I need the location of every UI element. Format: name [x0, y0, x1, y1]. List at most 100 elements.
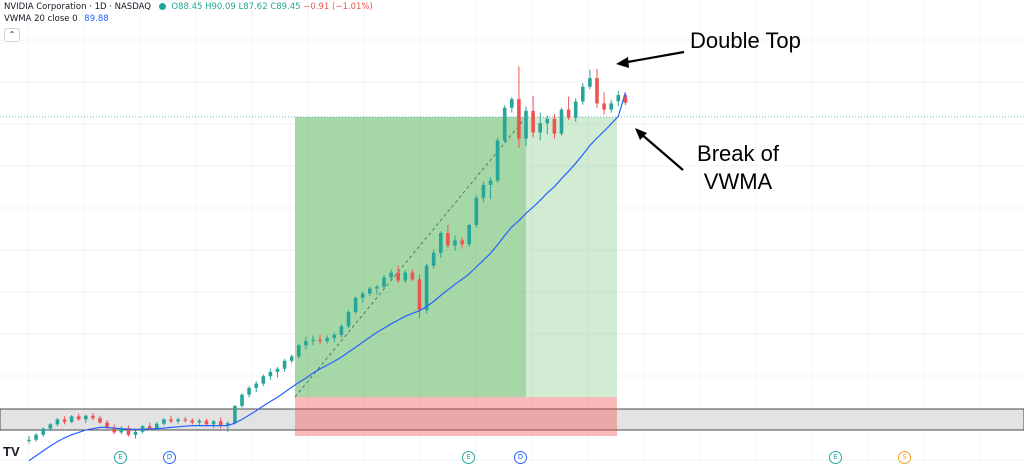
- candle-body: [183, 419, 187, 421]
- dividend-marker[interactable]: D: [163, 451, 176, 464]
- candle-body: [211, 421, 216, 425]
- candle: [588, 69, 592, 90]
- candle: [34, 432, 38, 442]
- candle: [112, 424, 116, 435]
- earnings-marker[interactable]: E: [829, 451, 842, 464]
- candle: [84, 414, 88, 424]
- candle-body: [91, 415, 95, 419]
- collapse-legend-button[interactable]: ⌃: [4, 28, 20, 42]
- candle: [76, 413, 81, 421]
- candle-body: [609, 103, 613, 110]
- candle-body: [439, 233, 443, 253]
- candle: [254, 381, 258, 393]
- low-value: L87.62: [238, 2, 268, 12]
- candle: [573, 98, 578, 122]
- candle: [318, 334, 322, 345]
- candle-body: [602, 103, 606, 110]
- candle: [467, 223, 471, 247]
- candle: [133, 430, 138, 439]
- candle-body: [460, 240, 464, 245]
- candle-body: [275, 368, 280, 372]
- candle-body: [368, 288, 372, 294]
- candle: [233, 405, 237, 425]
- candle: [360, 291, 365, 303]
- candle: [98, 415, 102, 424]
- candle-body: [105, 422, 109, 428]
- candle: [126, 425, 131, 437]
- candle-body: [431, 252, 436, 266]
- candle-body: [112, 427, 116, 433]
- candle: [510, 97, 514, 113]
- tradingview-logo-icon[interactable]: TV: [3, 444, 20, 459]
- earnings-marker[interactable]: E: [114, 451, 127, 464]
- candle-body: [467, 225, 471, 245]
- candle-body: [581, 86, 585, 102]
- candle: [311, 335, 315, 346]
- candle-body: [389, 272, 393, 278]
- trade-dashed-line: [294, 116, 527, 398]
- candle-body: [552, 118, 557, 134]
- earnings-marker[interactable]: E: [462, 451, 475, 464]
- candle: [304, 336, 308, 350]
- candle-body: [566, 109, 571, 118]
- candle-body: [396, 272, 400, 281]
- candle-body: [339, 326, 344, 335]
- candle-body: [233, 405, 237, 424]
- candle: [616, 91, 621, 107]
- candle: [403, 270, 408, 284]
- annotation-break-vwma: Break of VWMA: [668, 140, 808, 196]
- candle: [581, 83, 585, 105]
- candle-body: [176, 419, 180, 422]
- candle: [169, 415, 173, 424]
- candle-body: [424, 265, 429, 311]
- candle: [268, 368, 273, 380]
- candle: [439, 231, 443, 258]
- candle-body: [318, 339, 322, 342]
- candle-body: [403, 272, 408, 281]
- candle: [538, 112, 542, 141]
- candle-body: [218, 421, 223, 426]
- candle-body: [34, 434, 38, 440]
- candle: [190, 418, 195, 425]
- dividend-marker[interactable]: D: [514, 451, 527, 464]
- legend-indicator: VWMA 20 close 0 89.88: [4, 14, 109, 24]
- candle-body: [48, 424, 53, 429]
- candle: [204, 418, 209, 426]
- candle-body: [155, 423, 159, 429]
- annotation-double-top: Double Top: [690, 28, 801, 53]
- vwma-line: [28, 92, 626, 462]
- candle: [552, 113, 557, 139]
- candle: [495, 137, 500, 183]
- candle-body: [55, 419, 60, 425]
- candle: [517, 66, 521, 148]
- candle: [282, 358, 287, 372]
- candle-body: [588, 78, 592, 87]
- symbol-title[interactable]: NVIDIA Corporation · 1D · NASDAQ: [4, 2, 151, 12]
- candle-body: [531, 110, 535, 133]
- candle-body: [268, 371, 273, 377]
- annotation-break-line1: Break of: [697, 141, 779, 166]
- candle: [424, 263, 429, 314]
- candle-body: [41, 428, 45, 435]
- candle: [460, 237, 464, 249]
- candle-body: [126, 428, 131, 435]
- arrow-double-top: [616, 50, 685, 68]
- candle: [488, 177, 493, 200]
- candle-body: [346, 312, 351, 327]
- candle-body: [62, 419, 67, 422]
- candle-body: [311, 339, 315, 342]
- candle: [247, 386, 251, 398]
- candle: [481, 181, 486, 203]
- candle: [375, 284, 379, 295]
- candle-body: [147, 426, 152, 429]
- annotation-break-line2: VWMA: [703, 169, 773, 194]
- candle-body: [481, 184, 486, 198]
- loss-zone: [295, 397, 617, 436]
- candle-body: [382, 277, 386, 287]
- split-marker[interactable]: S: [898, 451, 911, 464]
- market-status-icon: [158, 3, 166, 10]
- indicator-name[interactable]: VWMA 20 close 0: [4, 14, 78, 24]
- candle: [119, 426, 124, 435]
- candle: [595, 68, 599, 108]
